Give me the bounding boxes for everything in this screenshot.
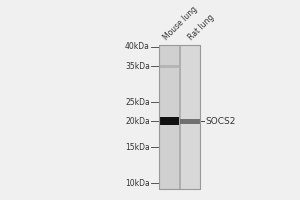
Text: 35kDa: 35kDa: [125, 62, 150, 71]
Text: 25kDa: 25kDa: [125, 98, 150, 107]
Text: SOCS2: SOCS2: [205, 117, 236, 126]
Bar: [180, 119, 200, 124]
Text: 10kDa: 10kDa: [125, 179, 150, 188]
Text: 15kDa: 15kDa: [125, 143, 150, 152]
Text: 20kDa: 20kDa: [125, 117, 150, 126]
Text: 40kDa: 40kDa: [125, 42, 150, 51]
Bar: [180, 45, 200, 189]
Bar: [159, 65, 179, 68]
Bar: [159, 45, 179, 189]
Bar: [159, 117, 179, 125]
Text: Rat lung: Rat lung: [187, 13, 216, 42]
Bar: [159, 45, 200, 189]
Text: Mouse lung: Mouse lung: [161, 5, 199, 42]
